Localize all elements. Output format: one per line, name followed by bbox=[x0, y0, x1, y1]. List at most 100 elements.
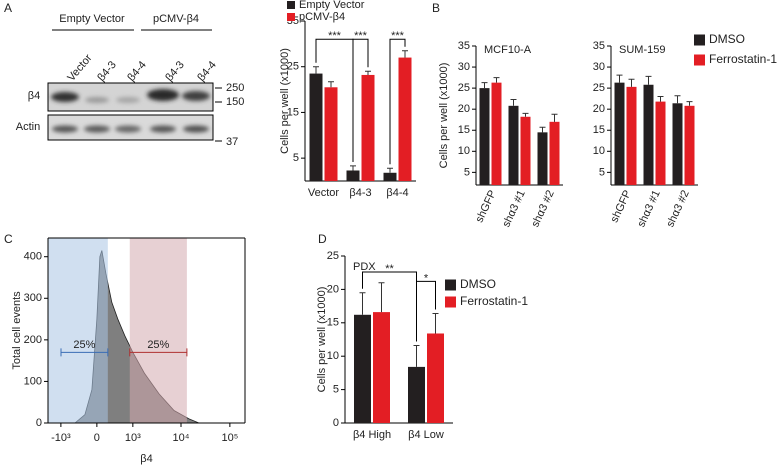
gate-interval bbox=[60, 348, 109, 357]
group-label: Empty Vector bbox=[59, 13, 125, 25]
error-bar bbox=[413, 345, 420, 367]
error-bar bbox=[359, 292, 366, 315]
marker-label: 150 bbox=[226, 96, 244, 108]
row-label: β4 bbox=[28, 90, 40, 102]
chart-title: MCF10-A bbox=[484, 44, 532, 56]
x-tick-label: 0 bbox=[94, 432, 100, 444]
y-tick-label: 25 bbox=[593, 82, 605, 94]
x-tick-label: shα3 #2 bbox=[664, 188, 692, 229]
row-label: Actin bbox=[16, 121, 40, 133]
x-tick-label: β4 High bbox=[353, 429, 391, 441]
bar bbox=[324, 87, 338, 181]
marker-label: 250 bbox=[226, 82, 244, 94]
western-blot: Empty Vector pCMV-β4 Vector β4-3 β4-4 β4… bbox=[16, 13, 245, 148]
y-tick-label: 300 bbox=[24, 292, 42, 304]
y-tick-label: 10 bbox=[458, 145, 470, 157]
bar bbox=[549, 121, 560, 185]
y-tick-label: 10 bbox=[593, 145, 605, 157]
x-tick-label: Vector bbox=[308, 187, 340, 199]
x-tick-label: shα3 #1 bbox=[500, 188, 528, 229]
group-label: pCMV-β4 bbox=[153, 13, 199, 25]
y-tick-label: 15 bbox=[327, 317, 339, 329]
y-tick-label: 100 bbox=[24, 375, 42, 387]
bar bbox=[361, 74, 375, 181]
significance-bracket bbox=[352, 38, 369, 162]
y-tick-label: 25 bbox=[327, 250, 339, 262]
error-bar bbox=[350, 165, 356, 171]
bar bbox=[383, 172, 397, 181]
error-bar bbox=[493, 77, 500, 83]
gate-label: 25% bbox=[73, 339, 95, 351]
bar bbox=[479, 88, 490, 185]
legend-label: Ferrostatin-1 bbox=[709, 52, 777, 66]
y-tick-label: 25 bbox=[458, 82, 470, 94]
bar bbox=[537, 132, 548, 185]
gate bbox=[48, 238, 108, 423]
chart-title: SUM-159 bbox=[619, 44, 665, 56]
panel-label: B bbox=[432, 1, 440, 15]
error-bar bbox=[551, 113, 558, 122]
legend-swatch bbox=[287, 13, 295, 21]
legend-label: Empty Vector bbox=[299, 0, 365, 11]
x-axis-label: β4 bbox=[140, 453, 152, 465]
bar bbox=[626, 86, 637, 185]
annotation: * bbox=[424, 272, 429, 284]
bar bbox=[398, 57, 412, 182]
y-tick-label: 30 bbox=[458, 61, 470, 73]
y-tick-label: 20 bbox=[458, 103, 470, 115]
error-bar bbox=[674, 95, 681, 104]
legend-swatch bbox=[694, 54, 705, 66]
error-bar bbox=[686, 101, 693, 106]
y-tick-label: 15 bbox=[458, 124, 470, 136]
x-tick-label: shGFP bbox=[609, 188, 634, 224]
error-bar bbox=[365, 70, 371, 75]
bar bbox=[672, 103, 683, 185]
x-tick-label: 10⁴ bbox=[173, 432, 190, 444]
legend-swatch bbox=[694, 34, 705, 46]
lane-label: Vector bbox=[65, 52, 94, 84]
significance-bracket bbox=[389, 38, 406, 165]
y-tick-label: 30 bbox=[593, 61, 605, 73]
x-tick-label: 10⁵ bbox=[221, 432, 238, 444]
y-tick-label: 20 bbox=[327, 283, 339, 295]
error-bar bbox=[313, 66, 319, 74]
legend-swatch bbox=[287, 1, 295, 9]
bar bbox=[309, 73, 323, 181]
x-tick-label: shα3 #2 bbox=[529, 188, 557, 229]
legend-swatch bbox=[445, 279, 456, 291]
gate bbox=[129, 238, 187, 423]
panel-label: C bbox=[4, 232, 13, 246]
error-bar bbox=[616, 74, 623, 83]
error-bar bbox=[510, 98, 517, 106]
bar bbox=[520, 116, 531, 185]
y-tick-label: 0 bbox=[333, 417, 339, 429]
annotation: *** bbox=[354, 30, 368, 42]
marker-label: 37 bbox=[226, 136, 238, 148]
y-tick-label: 5 bbox=[464, 166, 470, 178]
annotation: ** bbox=[385, 263, 394, 275]
error-bar bbox=[378, 282, 385, 313]
legend-label: DMSO bbox=[460, 277, 496, 291]
x-tick-label: -10³ bbox=[51, 432, 71, 444]
bar bbox=[354, 314, 371, 423]
annotation: *** bbox=[391, 30, 405, 42]
bar bbox=[346, 170, 360, 181]
x-tick-label: shGFP bbox=[474, 188, 499, 224]
y-tick-label: 15 bbox=[593, 124, 605, 136]
y-axis-label: Cells per well (x1000) bbox=[316, 287, 328, 393]
chart-title: PDX bbox=[353, 261, 376, 273]
error-bar bbox=[402, 50, 408, 58]
error-bar bbox=[539, 126, 546, 133]
y-tick-label: 15 bbox=[287, 106, 299, 118]
error-bar bbox=[481, 82, 488, 89]
panel-label: D bbox=[318, 232, 327, 246]
legend-label: pCMV-β4 bbox=[299, 11, 345, 23]
y-tick-label: 25 bbox=[287, 61, 299, 73]
y-axis-label: Cells per well (x1000) bbox=[279, 48, 291, 154]
panel-label: A bbox=[4, 1, 12, 15]
bar bbox=[614, 82, 625, 185]
y-tick-label: 10 bbox=[327, 350, 339, 362]
lane-label: β4-3 bbox=[163, 59, 186, 84]
